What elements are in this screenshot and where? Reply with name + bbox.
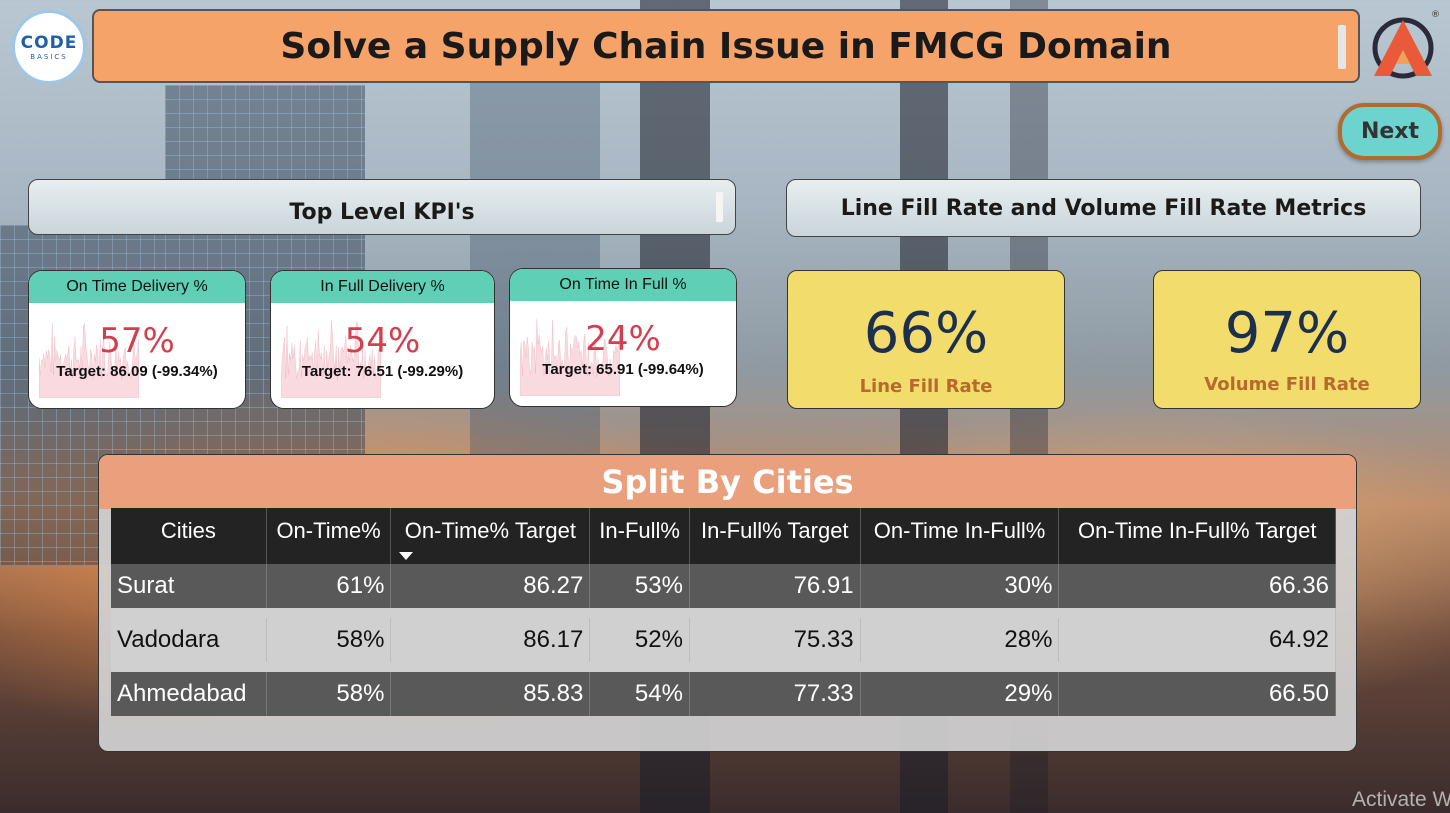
kpi-card-value: 24% bbox=[585, 319, 661, 359]
column-header-in-full[interactable]: In-Full% bbox=[589, 508, 690, 564]
table-cell: 61% bbox=[266, 564, 392, 608]
table-cell: 58% bbox=[266, 618, 392, 662]
kpi-section-title: Top Level KPI's bbox=[289, 199, 475, 225]
table-cell: 86.17 bbox=[390, 618, 591, 662]
brand-logo-icon bbox=[1372, 17, 1434, 79]
cities-table: Cities On-Time% On-Time% Target In-Full%… bbox=[111, 508, 1336, 716]
kpi-card-value: 54% bbox=[344, 321, 421, 361]
divider-cell bbox=[111, 608, 1336, 618]
kpi-card-label: On Time In Full % bbox=[510, 269, 736, 301]
kpi-sparkline bbox=[281, 320, 381, 398]
codebasics-logo: CODE BASICS bbox=[12, 10, 86, 84]
table-row-divider bbox=[111, 662, 1336, 672]
table-header-row: Cities On-Time% On-Time% Target In-Full%… bbox=[111, 508, 1336, 564]
column-header-on-time-target[interactable]: On-Time% Target bbox=[390, 508, 591, 564]
sort-descending-icon bbox=[399, 552, 414, 560]
table-cell: 64.92 bbox=[1058, 618, 1336, 662]
table-cell: 30% bbox=[860, 564, 1060, 608]
table-cell: 85.83 bbox=[390, 672, 591, 716]
table-cell: 29% bbox=[860, 672, 1060, 716]
kpi-card-value: 57% bbox=[99, 321, 175, 361]
table-cell: 54% bbox=[589, 672, 690, 716]
sparkline-area bbox=[520, 319, 620, 396]
line-fill-rate-card[interactable]: 66% Line Fill Rate bbox=[787, 270, 1065, 409]
table-cell: 75.33 bbox=[689, 618, 861, 662]
table-row[interactable]: Ahmedabad 58% 85.83 54% 77.33 29% 66.50 bbox=[111, 672, 1336, 716]
table-cell-city: Ahmedabad bbox=[111, 672, 267, 716]
table-cell: 66.50 bbox=[1058, 672, 1336, 716]
table-cell-city: Vadodara bbox=[111, 618, 267, 662]
next-button[interactable]: Next bbox=[1338, 103, 1442, 160]
table-cell: 86.27 bbox=[390, 564, 591, 608]
table-cell: 66.36 bbox=[1058, 564, 1336, 608]
kpi-card-target: Target: 76.51 (-99.29%) bbox=[301, 363, 464, 380]
table-cell: 58% bbox=[266, 672, 392, 716]
fill-rate-section-title: Line Fill Rate and Volume Fill Rate Metr… bbox=[840, 195, 1367, 221]
column-header-in-full-target[interactable]: In-Full% Target bbox=[689, 508, 861, 564]
kpi-card-in-full-delivery[interactable]: In Full Delivery % 54% Target: 76.51 (-9… bbox=[270, 270, 495, 409]
table-cell: 77.33 bbox=[689, 672, 861, 716]
page-title: Solve a Supply Chain Issue in FMCG Domai… bbox=[280, 25, 1172, 67]
line-fill-rate-label: Line Fill Rate bbox=[859, 376, 993, 397]
registered-mark: ® bbox=[1431, 10, 1440, 20]
sparkline-area bbox=[39, 322, 139, 398]
activate-windows-watermark: Activate W bbox=[1352, 788, 1450, 811]
column-header-otif-target[interactable]: On-Time In-Full% Target bbox=[1058, 508, 1336, 564]
table-cell: 53% bbox=[589, 564, 690, 608]
kpi-card-target: Target: 86.09 (-99.34%) bbox=[56, 363, 218, 380]
kpi-header-scrollbar[interactable] bbox=[716, 192, 723, 222]
kpi-card-on-time-delivery[interactable]: On Time Delivery % 57% Target: 86.09 (-9… bbox=[28, 270, 246, 409]
volume-fill-rate-card[interactable]: 97% Volume Fill Rate bbox=[1153, 270, 1421, 409]
split-by-cities-panel: Split By Cities Cities On-Time% On-Time%… bbox=[98, 454, 1357, 752]
table-cell-city: Surat bbox=[111, 564, 267, 608]
table-cell: 28% bbox=[860, 618, 1060, 662]
kpi-card-on-time-in-full[interactable]: On Time In Full % 24% Target: 65.91 (-99… bbox=[509, 268, 737, 407]
title-scrollbar[interactable] bbox=[1338, 25, 1346, 69]
table-cell: 76.91 bbox=[689, 564, 861, 608]
volume-fill-rate-value: 97% bbox=[1224, 301, 1350, 366]
kpi-card-label: In Full Delivery % bbox=[271, 271, 494, 303]
table-row[interactable]: Surat 61% 86.27 53% 76.91 30% 66.36 bbox=[111, 564, 1336, 608]
split-by-cities-title: Split By Cities bbox=[99, 455, 1356, 509]
table-row[interactable]: Vadodara 58% 86.17 52% 75.33 28% 64.92 bbox=[111, 618, 1336, 662]
title-banner: Solve a Supply Chain Issue in FMCG Domai… bbox=[92, 9, 1360, 83]
divider-cell bbox=[111, 662, 1336, 672]
column-header-cities[interactable]: Cities bbox=[111, 508, 267, 564]
volume-fill-rate-label: Volume Fill Rate bbox=[1204, 374, 1370, 395]
table-row-divider bbox=[111, 608, 1336, 618]
sparkline-area bbox=[281, 320, 381, 398]
table-cell: 52% bbox=[589, 618, 690, 662]
kpi-sparkline bbox=[520, 319, 620, 396]
kpi-sparkline bbox=[39, 322, 139, 398]
column-header-on-time[interactable]: On-Time% bbox=[266, 508, 392, 564]
brand-logo: ® bbox=[1368, 10, 1442, 80]
line-fill-rate-value: 66% bbox=[863, 301, 989, 366]
column-header-label: On-Time% Target bbox=[404, 518, 576, 543]
kpi-card-label: On Time Delivery % bbox=[29, 271, 245, 303]
column-header-otif[interactable]: On-Time In-Full% bbox=[860, 508, 1060, 564]
kpi-card-target: Target: 65.91 (-99.64%) bbox=[542, 361, 704, 378]
fill-rate-section-header: Line Fill Rate and Volume Fill Rate Metr… bbox=[786, 179, 1421, 237]
kpi-section-header: Top Level KPI's bbox=[28, 179, 736, 235]
